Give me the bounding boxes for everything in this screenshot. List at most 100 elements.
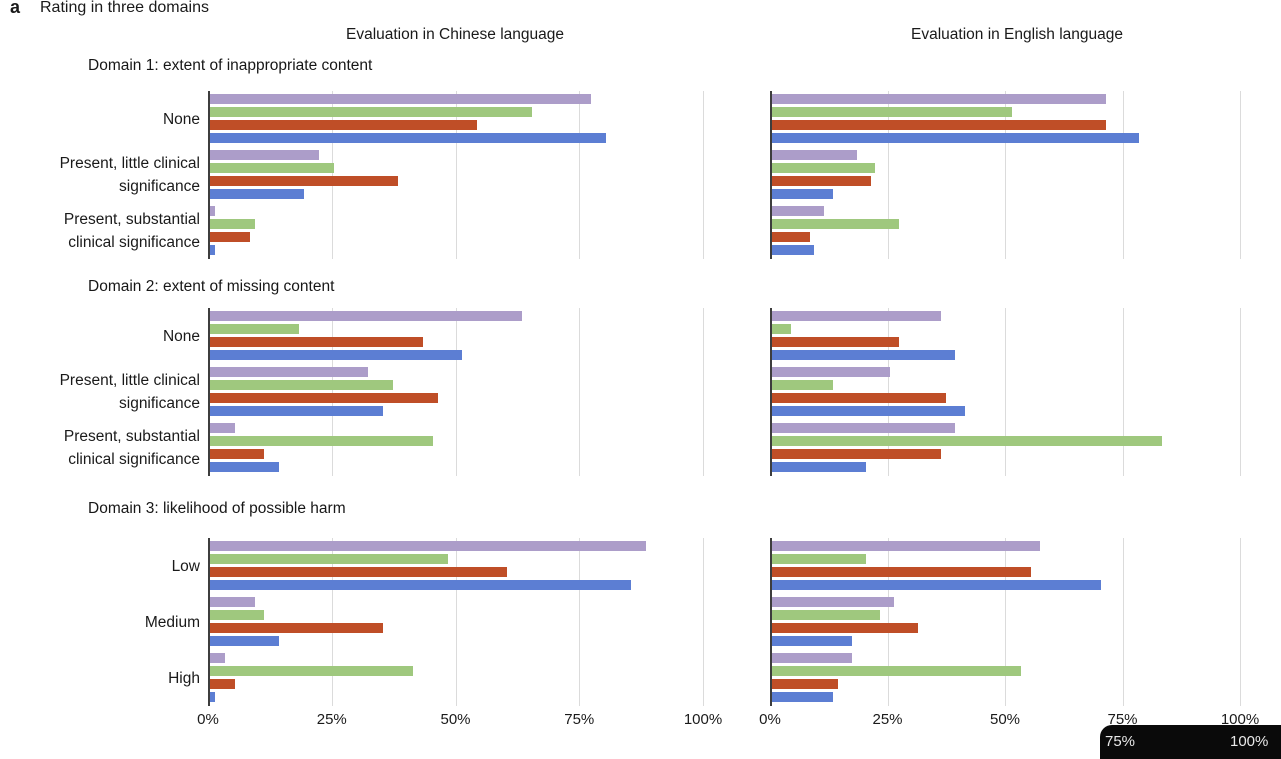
bar-d2-chinese-g1-green <box>210 324 300 334</box>
bar-d2-chinese-g3-blue <box>210 462 280 472</box>
bar-d1-chinese-g3-red <box>210 232 250 242</box>
bar-d2-chinese-g1-purple <box>210 311 522 321</box>
bar-d1-english-g1-green <box>772 107 1012 117</box>
gridline <box>703 308 704 476</box>
bar-d1-chinese-g2-red <box>210 176 399 186</box>
plot-domain3-chinese <box>208 538 704 706</box>
bar-d3-english-g1-purple <box>772 541 1040 551</box>
bar-d1-english-g3-red <box>772 232 810 242</box>
category-label-d1-1: None <box>162 110 200 128</box>
gridline <box>1123 538 1124 706</box>
bar-d1-chinese-g3-blue <box>210 245 215 255</box>
column-header-chinese: Evaluation in Chinese language <box>345 26 565 43</box>
x-tick-label-chinese-0%: 0% <box>197 711 219 728</box>
y-axis-line <box>770 91 772 259</box>
x-tick-label-english-100%: 100% <box>1220 711 1260 728</box>
gridline <box>456 308 457 476</box>
x-tick-label-english-50%: 50% <box>989 711 1021 728</box>
gridline <box>1123 308 1124 476</box>
bar-d1-english-g3-green <box>772 219 899 229</box>
domain-2-heading: Domain 2: extent of missing content <box>88 278 335 295</box>
x-tick-label-english-75%: 75% <box>1107 711 1138 728</box>
plot-domain2-english <box>770 308 1241 476</box>
gridline <box>1240 538 1241 706</box>
bar-d2-english-g1-purple <box>772 311 942 321</box>
bar-d3-chinese-g2-red <box>210 623 384 633</box>
bar-d1-english-g2-purple <box>772 150 857 160</box>
bar-d1-chinese-g3-purple <box>210 206 215 216</box>
column-header-english: Evaluation in English language <box>911 26 1123 43</box>
gridline <box>332 308 333 476</box>
y-axis-line <box>770 308 772 476</box>
category-label-d3-3: High <box>168 669 200 687</box>
bar-d1-chinese-g1-blue <box>210 133 606 143</box>
plot-domain3-english <box>770 538 1241 706</box>
bar-d2-english-g3-blue <box>772 462 866 472</box>
gridline <box>579 308 580 476</box>
bar-d2-english-g3-green <box>772 436 1163 446</box>
category-label-d2-1: None <box>162 327 200 345</box>
gridline <box>1005 538 1006 706</box>
category-label-d2-2: Present, little clinical significance <box>59 372 200 412</box>
bar-d2-chinese-g2-green <box>210 380 394 390</box>
bar-d3-chinese-g3-red <box>210 679 235 689</box>
x-tick-label-chinese-25%: 25% <box>316 711 347 728</box>
x-tick-label-english-0%: 0% <box>759 711 781 728</box>
gridline <box>456 91 457 259</box>
bar-d1-english-g1-blue <box>772 133 1139 143</box>
bar-d3-chinese-g2-blue <box>210 636 280 646</box>
category-label-d2-3: Present, substantial clinical significan… <box>63 428 200 468</box>
bar-d3-english-g3-purple <box>772 653 852 663</box>
bar-d3-chinese-g2-green <box>210 610 265 620</box>
category-label-d3-2: Medium <box>144 613 200 631</box>
bar-d2-english-g2-green <box>772 380 834 390</box>
bar-d2-chinese-g2-blue <box>210 406 384 416</box>
bar-d3-english-g1-blue <box>772 580 1101 590</box>
gridline <box>456 538 457 706</box>
bar-d2-english-g1-green <box>772 324 791 334</box>
gridline <box>1240 308 1241 476</box>
bar-d3-english-g3-blue <box>772 692 834 702</box>
gridline <box>1005 308 1006 476</box>
bar-d3-english-g3-red <box>772 679 838 689</box>
bar-d2-chinese-g2-purple <box>210 367 369 377</box>
bar-d1-english-g2-red <box>772 176 871 186</box>
bar-d2-chinese-g1-red <box>210 337 423 347</box>
gridline <box>579 538 580 706</box>
overlay-box: 75% 100% <box>1100 725 1281 759</box>
bar-d3-chinese-g1-green <box>210 554 448 564</box>
gridline <box>1123 91 1124 259</box>
bar-d2-english-g1-red <box>772 337 899 347</box>
domain-3-heading: Domain 3: likelihood of possible harm <box>88 500 346 517</box>
bar-d1-chinese-g3-green <box>210 219 255 229</box>
bar-d2-chinese-g3-red <box>210 449 265 459</box>
gridline <box>888 91 889 259</box>
bar-d3-chinese-g2-purple <box>210 597 255 607</box>
x-tick-label-chinese-100%: 100% <box>683 711 723 728</box>
bar-d2-chinese-g1-blue <box>210 350 463 360</box>
gridline <box>888 308 889 476</box>
bar-d2-chinese-g3-purple <box>210 423 235 433</box>
bar-d2-english-g2-red <box>772 393 946 403</box>
bar-d2-chinese-g2-red <box>210 393 438 403</box>
bar-d3-chinese-g1-blue <box>210 580 631 590</box>
bar-d3-chinese-g3-green <box>210 666 413 676</box>
y-axis-line <box>770 538 772 706</box>
bar-d2-english-g3-purple <box>772 423 956 433</box>
bar-d3-english-g2-green <box>772 610 881 620</box>
bar-d1-english-g2-blue <box>772 189 834 199</box>
bar-d3-chinese-g3-blue <box>210 692 215 702</box>
bar-d2-english-g2-purple <box>772 367 890 377</box>
gridline <box>703 538 704 706</box>
gridline <box>332 538 333 706</box>
plot-domain1-english <box>770 91 1241 259</box>
y-axis-line <box>208 91 210 259</box>
y-axis-line <box>208 538 210 706</box>
bar-d2-english-g2-blue <box>772 406 965 416</box>
bar-d2-english-g3-red <box>772 449 942 459</box>
bar-d3-english-g2-red <box>772 623 918 633</box>
x-tick-label-english-25%: 25% <box>872 711 903 728</box>
bar-d2-chinese-g3-green <box>210 436 433 446</box>
bar-d1-english-g3-blue <box>772 245 815 255</box>
